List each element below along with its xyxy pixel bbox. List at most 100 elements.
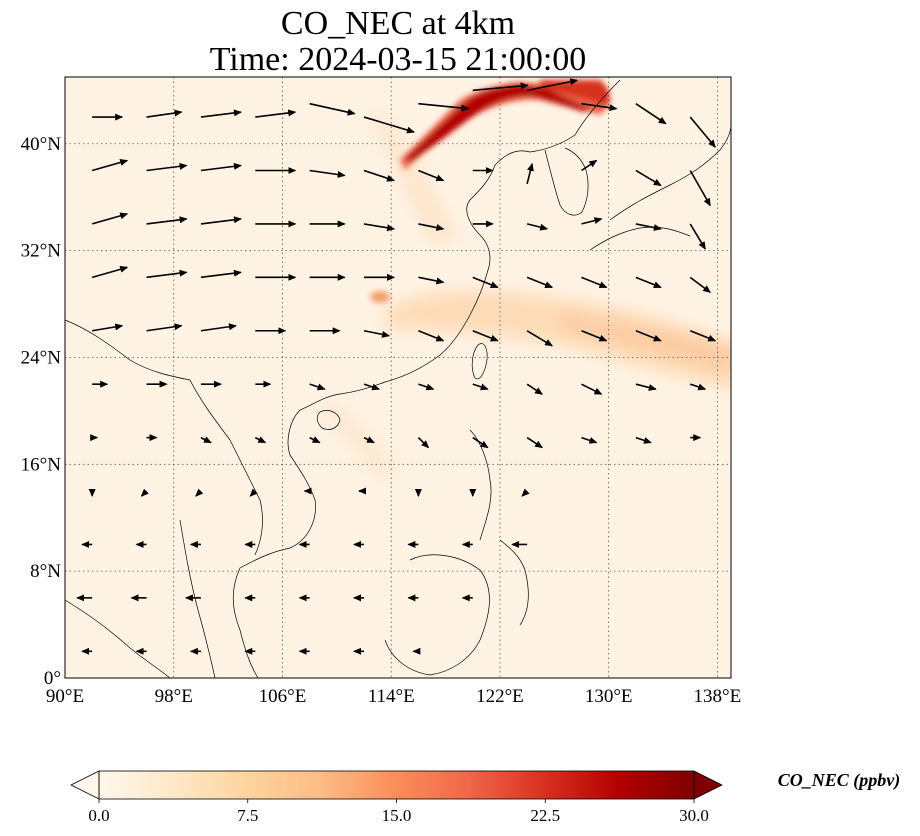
wind-arrow: [200, 436, 212, 444]
wind-arrow: [146, 216, 188, 225]
wind-arrow: [200, 269, 242, 279]
wind-arrow: [526, 223, 549, 231]
wind-arrow: [635, 103, 667, 125]
gridlines: [65, 77, 731, 678]
wind-arrow: [526, 162, 534, 185]
wind-vectors: [76, 78, 717, 655]
wind-arrow: [472, 82, 529, 92]
wind-arrow: [581, 102, 618, 112]
wind-arrow: [472, 276, 499, 289]
lat-tick-label: 8°N: [30, 561, 61, 582]
wind-arrow: [91, 265, 129, 279]
lat-tick-label: 0°: [44, 668, 61, 689]
colorbar-ticks: 0.0 7.5 15.0 22.5 30.0: [88, 799, 709, 825]
lon-tick-label: 114°E: [368, 686, 415, 707]
wind-arrow: [472, 436, 489, 449]
lon-tick-label: 122°E: [476, 686, 524, 707]
wind-arrow: [526, 436, 543, 449]
wind-arrow: [200, 162, 242, 172]
wind-arrow: [200, 323, 237, 332]
wind-arrow: [309, 102, 356, 116]
lon-tick-label: 90°E: [46, 686, 84, 707]
coastlines: [65, 79, 731, 678]
plot-area: [65, 77, 731, 678]
colorbar-tick-label: 0.0: [88, 806, 109, 825]
wind-arrow: [363, 223, 396, 232]
lon-tick-label: 106°E: [259, 686, 307, 707]
wind-arrow: [91, 212, 129, 225]
wind-arrow: [363, 329, 391, 338]
wind-arrow: [418, 383, 435, 391]
colorbar-tick-label: 30.0: [679, 806, 709, 825]
wind-arrow: [200, 109, 242, 118]
wind-arrow: [418, 102, 470, 112]
wind-arrow: [635, 169, 662, 187]
wind-arrow: [581, 436, 598, 444]
wind-arrow: [200, 216, 242, 225]
latitude-tick-labels: 0° 8°N 16°N 24°N 32°N 40°N: [21, 134, 62, 689]
wind-arrow: [581, 330, 608, 342]
wind-arrow: [689, 170, 711, 207]
map-subtitle-time: Time: 2024-03-15 21:00:00: [209, 41, 587, 78]
wind-arrow: [309, 383, 326, 391]
wind-arrow: [146, 109, 183, 118]
wind-arrow: [309, 436, 321, 444]
wind-arrow: [472, 383, 489, 391]
wind-arrow: [140, 488, 149, 497]
wind-arrow: [635, 276, 662, 289]
wind-arrow: [417, 437, 430, 449]
wind-arrow: [689, 330, 717, 342]
colorbar-tick-label: 15.0: [382, 806, 412, 825]
lon-tick-label: 130°E: [585, 686, 633, 707]
wind-arrow: [689, 223, 706, 250]
colorbar-gradient: [99, 771, 694, 799]
wind-arrow: [521, 488, 530, 497]
wind-arrow: [363, 383, 380, 391]
wind-arrow: [146, 269, 188, 279]
wind-arrow: [635, 436, 652, 444]
wind-arrow: [363, 436, 375, 444]
wind-arrow: [418, 276, 445, 285]
longitude-tick-labels: 90°E 98°E 106°E 114°E 122°E 130°E 138°E: [46, 686, 741, 707]
wind-arrow: [418, 169, 445, 182]
colorbar-extend-max: [693, 770, 723, 800]
colorbar: 0.0 7.5 15.0 22.5 30.0 CO_NEC (ppbv): [70, 770, 900, 825]
wind-arrow: [635, 383, 657, 391]
wind-arrow: [635, 330, 662, 342]
wind-arrow: [146, 162, 188, 172]
lat-tick-label: 40°N: [21, 134, 62, 155]
lon-tick-label: 138°E: [694, 686, 742, 707]
wind-arrow: [526, 276, 554, 289]
wind-arrow: [254, 436, 267, 444]
wind-arrow: [363, 169, 395, 182]
wind-arrow: [472, 330, 499, 342]
wind-arrow: [146, 323, 183, 332]
wind-arrow: [418, 330, 445, 342]
wind-arrow: [581, 276, 608, 289]
wind-arrow: [581, 159, 598, 172]
wind-arrow: [309, 169, 346, 178]
wind-arrow: [418, 223, 445, 231]
wind-arrow: [255, 109, 297, 118]
colorbar-tick-label: 7.5: [237, 806, 258, 825]
lat-tick-label: 16°N: [21, 454, 62, 475]
wind-arrow: [92, 323, 124, 332]
lat-tick-label: 32°N: [21, 241, 62, 262]
lat-tick-label: 24°N: [21, 347, 62, 368]
wind-arrow: [363, 116, 415, 134]
wind-arrow: [249, 488, 258, 497]
lon-tick-label: 98°E: [155, 686, 193, 707]
wind-arrow: [526, 383, 543, 395]
wind-arrow: [526, 330, 553, 347]
plot-frame: [64, 76, 732, 679]
colorbar-extend-min: [70, 770, 100, 800]
wind-arrow: [689, 116, 716, 148]
wind-arrow: [689, 276, 712, 293]
wind-arrow: [195, 488, 204, 497]
colorbar-tick-label: 22.5: [530, 806, 560, 825]
wind-arrow: [526, 78, 579, 92]
map-title: CO_NEC at 4km: [280, 5, 516, 42]
wind-arrow: [581, 217, 603, 225]
wind-arrow: [91, 159, 129, 172]
